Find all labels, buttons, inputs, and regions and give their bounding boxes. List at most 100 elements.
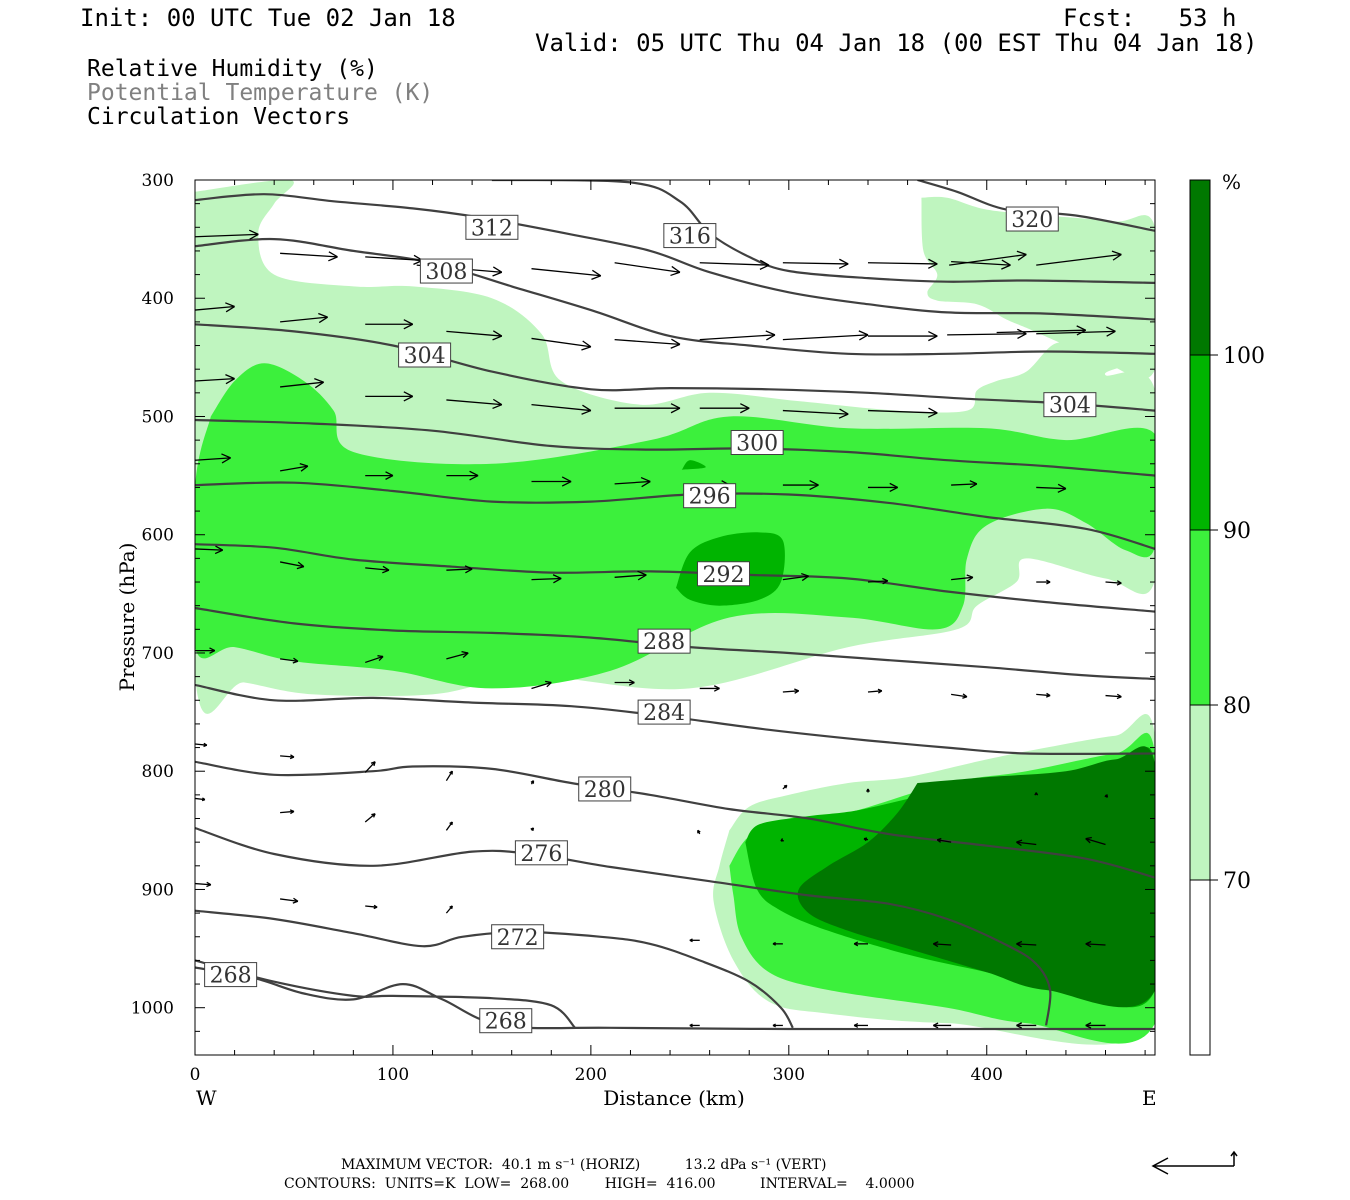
circulation-vector (782, 258, 849, 269)
theta-contour-316 (491, 180, 1155, 284)
vector-shaft (365, 567, 390, 571)
vector-shaft (195, 882, 211, 886)
vector-head (202, 797, 206, 801)
vector-head (1001, 264, 1011, 270)
vector-head (449, 905, 453, 908)
vector-head (759, 259, 770, 266)
circulation-vector (365, 391, 414, 402)
circulation-vector (1036, 326, 1116, 337)
contour-label-box (514, 840, 568, 866)
vector-head (1016, 1022, 1023, 1027)
vector-head (628, 679, 635, 684)
vector-head (882, 580, 889, 585)
circulation-vector (867, 258, 938, 269)
vector-head (469, 470, 479, 477)
vector-shaft (996, 329, 1086, 334)
colorbar-swatch (1189, 879, 1211, 1056)
vector-head (469, 475, 479, 481)
y-tick-label: 1000 (131, 999, 174, 1019)
circulation-vector (1016, 1022, 1037, 1029)
vector-head (809, 479, 819, 486)
circulation-vector (365, 565, 390, 574)
contour-labels: 312 316 320 308 304 304 300 296 292 288 284 280 276 2… (204, 206, 1097, 1035)
circulation-vector (1036, 579, 1051, 585)
circulation-vector (689, 938, 700, 943)
vector-shaft (951, 576, 973, 581)
vector-shaft (195, 548, 223, 551)
vector-shaft (782, 334, 869, 341)
vector-head (209, 650, 216, 654)
circulation-vector (614, 570, 647, 581)
vector-shaft (951, 693, 968, 698)
x-tick-label: 0 (190, 1065, 201, 1085)
y-tick-label: 800 (142, 762, 174, 782)
vector-shaft (446, 568, 473, 571)
rh-region-80 (195, 363, 1155, 689)
circulation-vector (280, 809, 295, 815)
vector-shaft (867, 409, 938, 414)
vector-head (1016, 250, 1027, 256)
vector-head (371, 813, 376, 816)
vector-head (582, 340, 592, 348)
circulation-vector (933, 1022, 952, 1029)
vector-head (328, 256, 338, 262)
circulation-vector (280, 754, 295, 760)
vector-head (962, 693, 968, 698)
vector-head (530, 827, 534, 830)
vector-head (403, 391, 414, 397)
contour-label-288: 288 (643, 630, 685, 655)
circulation-vector (446, 565, 473, 574)
vector-head (296, 566, 305, 570)
vector-head (713, 685, 720, 690)
colorbar-label: 90 (1223, 519, 1251, 544)
vector-head (772, 943, 776, 946)
vector-head (1111, 250, 1122, 256)
vector-shaft (365, 655, 384, 664)
vector-head (1085, 1022, 1092, 1027)
vector-head (293, 657, 299, 662)
vector-shaft (445, 905, 453, 914)
vector-head (581, 409, 592, 415)
vector-head (297, 561, 305, 568)
vector-head (318, 316, 328, 324)
vector-head (933, 1024, 939, 1029)
vector-head (866, 788, 869, 792)
circulation-vector (445, 821, 453, 831)
vector-head (838, 263, 849, 269)
circulation-vector (365, 471, 394, 480)
y-tick-label: 700 (142, 644, 174, 664)
legend-relative-humidity: Relative Humidity (%) (87, 56, 378, 82)
vector-shaft (614, 338, 680, 346)
x-tick-label: 100 (377, 1065, 409, 1085)
circulation-vector (195, 742, 208, 748)
vector-head (1016, 940, 1023, 945)
vector-head (670, 271, 681, 277)
circulation-vector (195, 229, 259, 240)
circulation-vector (364, 761, 376, 773)
contour-label-268: 268 (210, 964, 252, 989)
circulation-vector (782, 688, 800, 694)
vector-head (318, 312, 328, 318)
vector-shaft (614, 574, 647, 578)
circulation-vector (863, 837, 869, 842)
circulation-vector (1036, 250, 1122, 266)
vector-head (628, 681, 635, 686)
y-tick-label: 500 (142, 407, 174, 427)
vector-shaft (365, 256, 423, 262)
vector-shaft (446, 330, 502, 337)
vector-head (492, 335, 503, 341)
circulation-vector (280, 897, 299, 904)
valid-time-label: Valid: 05 UTC Thu 04 Jan 18 (00 EST Thu … (535, 29, 1258, 57)
vector-head (1106, 794, 1109, 798)
vector-head (928, 335, 938, 342)
vector-head (1085, 838, 1091, 844)
circulation-vector (195, 881, 212, 888)
vector-head (936, 839, 942, 843)
circulation-vector (446, 330, 503, 341)
vector-head (966, 574, 974, 578)
vector-head (225, 305, 235, 313)
circulation-vector (195, 647, 216, 654)
circulation-vector (446, 470, 479, 481)
vector-head (1076, 325, 1087, 331)
